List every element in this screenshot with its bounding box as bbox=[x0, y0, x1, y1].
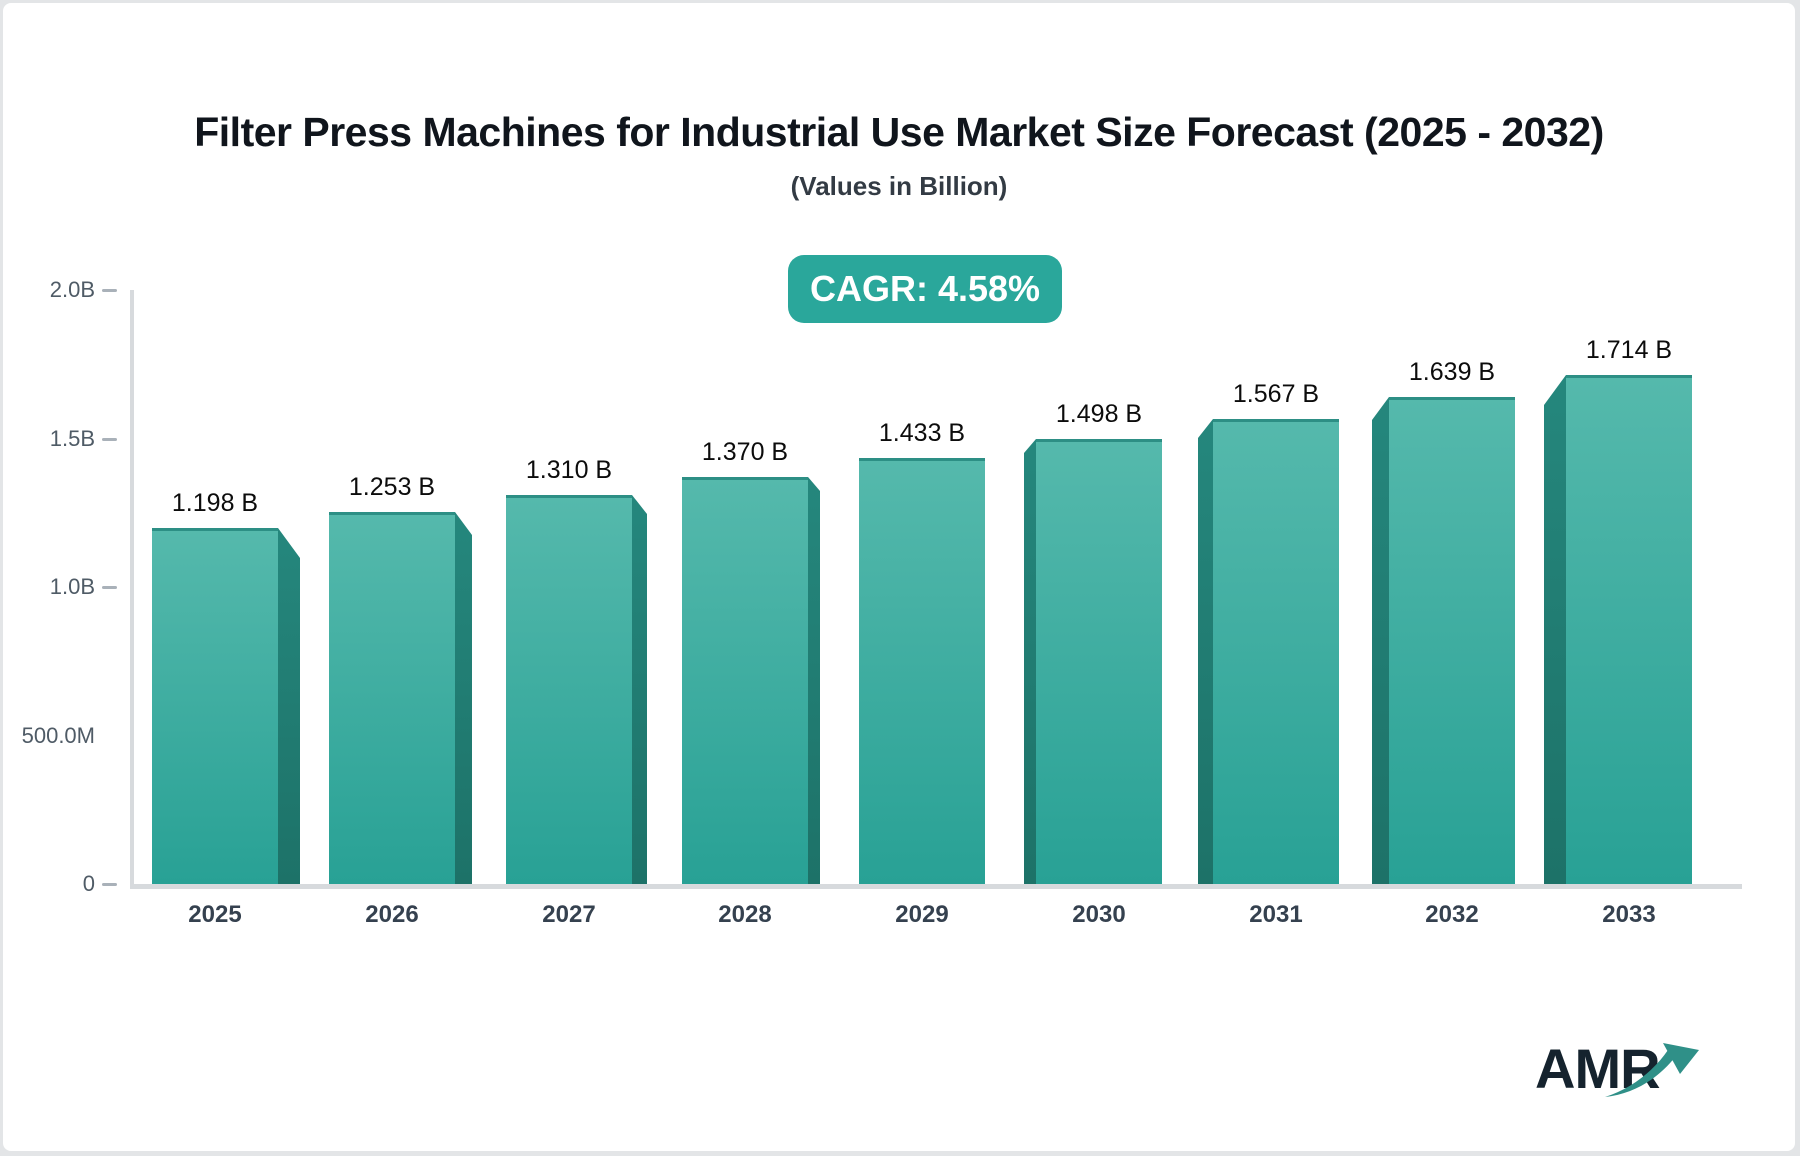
bar-side-face bbox=[1024, 439, 1036, 884]
x-axis-label: 2026 bbox=[365, 901, 419, 928]
x-axis-label: 2028 bbox=[718, 901, 772, 928]
x-axis-label: 2032 bbox=[1425, 901, 1479, 928]
bar-side-face bbox=[1198, 419, 1213, 884]
bar-side-face bbox=[632, 495, 647, 884]
bar-side-face bbox=[1372, 397, 1389, 884]
bar-value-label: 1.433 B bbox=[878, 419, 966, 447]
y-axis-tick bbox=[102, 437, 117, 441]
x-axis-label: 2029 bbox=[895, 901, 949, 928]
y-axis-label: 1.5B bbox=[49, 425, 95, 451]
bar bbox=[682, 477, 808, 884]
x-axis-label: 2025 bbox=[188, 901, 242, 928]
cagr-badge: CAGR: 4.58% bbox=[788, 255, 1062, 323]
bar-side-face bbox=[808, 477, 820, 884]
y-axis-label: 1.0B bbox=[49, 574, 95, 599]
chart-card: Filter Press Machines for Industrial Use… bbox=[3, 3, 1795, 1151]
bar-value-label: 1.639 B bbox=[1408, 358, 1496, 386]
bar bbox=[1213, 419, 1339, 884]
page-subtitle: (Values in Billion) bbox=[790, 171, 1008, 201]
bar-side-face bbox=[278, 528, 300, 884]
amr-logo: AMR bbox=[1535, 1037, 1661, 1100]
x-axis-label: 2031 bbox=[1249, 901, 1303, 928]
y-axis-tick bbox=[102, 883, 117, 886]
x-axis-label: 2030 bbox=[1072, 901, 1126, 928]
bar-value-label: 1.198 B bbox=[171, 489, 259, 517]
bar-value-label: 1.567 B bbox=[1232, 380, 1320, 408]
bar-side-face bbox=[1544, 375, 1566, 884]
bar-value-label: 1.714 B bbox=[1585, 336, 1673, 364]
bar bbox=[1389, 397, 1515, 884]
bar bbox=[859, 458, 985, 884]
x-axis-label: 2033 bbox=[1602, 901, 1656, 928]
bar bbox=[1566, 375, 1692, 884]
y-axis-label: 0 bbox=[82, 871, 95, 896]
y-axis-line bbox=[130, 290, 134, 889]
bar bbox=[1036, 439, 1162, 884]
y-axis-label: 500.0M bbox=[21, 722, 95, 748]
bar-value-label: 1.498 B bbox=[1055, 400, 1143, 428]
bar bbox=[329, 512, 455, 884]
y-axis-tick bbox=[102, 289, 117, 292]
bar-value-label: 1.310 B bbox=[525, 456, 613, 484]
bar bbox=[152, 528, 278, 884]
bar-value-label: 1.253 B bbox=[348, 473, 436, 501]
bar-value-label: 1.370 B bbox=[701, 438, 789, 466]
bar bbox=[506, 495, 632, 884]
plot-area: 2.0B 1.5B 1.0B 500.0M 0 1.198 B 2025 1.253 B 202… bbox=[3, 3, 1795, 1151]
x-axis-line bbox=[130, 884, 1742, 889]
x-axis-label: 2027 bbox=[542, 901, 596, 928]
page-title: Filter Press Machines for Industrial Use… bbox=[194, 109, 1604, 155]
trend-up-arrow-icon bbox=[1605, 1043, 1699, 1097]
bar-side-face bbox=[455, 512, 472, 884]
y-axis-label: 2.0B bbox=[49, 277, 95, 302]
y-axis-tick bbox=[102, 586, 117, 589]
